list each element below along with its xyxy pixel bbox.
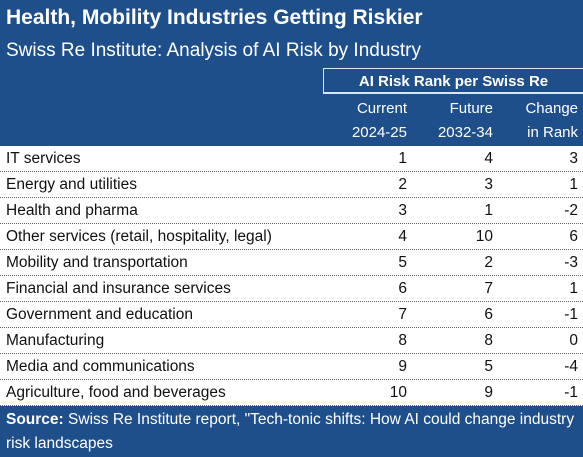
cell-value: 9 xyxy=(398,358,407,375)
table-row: Energy and utilities 2 3 1 xyxy=(0,172,583,198)
cell-value: -1 xyxy=(564,306,578,323)
row-label: Media and communications xyxy=(6,358,195,375)
cell-value: 5 xyxy=(484,358,493,375)
table-row: Agriculture, food and beverages 10 9 -1 xyxy=(0,380,583,406)
cell-value: -4 xyxy=(564,358,578,375)
cell-value: 3 xyxy=(398,202,407,219)
column-header: Future 2032-34 xyxy=(403,97,493,145)
cell-value: 1 xyxy=(484,202,493,219)
column-header: Current 2024-25 xyxy=(317,97,407,145)
cell-value: 4 xyxy=(484,150,493,167)
cell-value: 5 xyxy=(398,254,407,271)
footer: Source: Swiss Re Institute report, "Tech… xyxy=(0,406,583,457)
cell-value: 3 xyxy=(569,150,578,167)
table-row: Manufacturing 8 8 0 xyxy=(0,328,583,354)
column-header-line: Current xyxy=(356,100,407,117)
source-label: Source: xyxy=(6,411,64,428)
cell-value: 3 xyxy=(484,176,493,193)
cell-value: 4 xyxy=(398,228,407,245)
cell-value: 9 xyxy=(484,384,493,401)
column-header-line: in Rank xyxy=(527,124,578,141)
column-header-line: 2024-25 xyxy=(351,124,407,141)
cell-value: -3 xyxy=(564,254,578,271)
table-row: Other services (retail, hospitality, leg… xyxy=(0,224,583,250)
row-label: Manufacturing xyxy=(6,332,105,349)
table-row: IT services 1 4 3 xyxy=(0,146,583,172)
column-header-line: 2032-34 xyxy=(437,124,493,141)
row-label: Government and education xyxy=(6,306,193,323)
group-header: AI Risk Rank per Swiss Re xyxy=(323,68,583,94)
cell-value: 6 xyxy=(569,228,578,245)
cell-value: 7 xyxy=(484,280,493,297)
table-row: Health and pharma 3 1 -2 xyxy=(0,198,583,224)
cell-value: 1 xyxy=(398,150,407,167)
table-row: Financial and insurance services 6 7 1 xyxy=(0,276,583,302)
row-label: Energy and utilities xyxy=(6,176,137,193)
row-label: Other services (retail, hospitality, leg… xyxy=(6,228,272,245)
cell-value: 10 xyxy=(475,228,493,245)
cell-value: 6 xyxy=(398,280,407,297)
table-row: Mobility and transportation 5 2 -3 xyxy=(0,250,583,276)
cell-value: -1 xyxy=(564,384,578,401)
cell-value: 2 xyxy=(484,254,493,271)
row-label: Mobility and transportation xyxy=(6,254,188,271)
row-label: IT services xyxy=(6,150,81,167)
cell-value: 7 xyxy=(398,306,407,323)
row-label: Agriculture, food and beverages xyxy=(6,384,226,401)
column-header: Change in Rank xyxy=(488,97,578,145)
cell-value: 2 xyxy=(398,176,407,193)
cell-value: 6 xyxy=(484,306,493,323)
cell-value: -2 xyxy=(564,202,578,219)
table-row: Government and education 7 6 -1 xyxy=(0,302,583,328)
cell-value: 10 xyxy=(389,384,407,401)
row-label: Financial and insurance services xyxy=(6,280,231,297)
row-label: Health and pharma xyxy=(6,202,138,219)
column-header-line: Change xyxy=(525,100,578,117)
table-body: IT services 1 4 3 Energy and utilities 2 3 1 Hea… xyxy=(0,146,583,406)
cell-value: 1 xyxy=(569,176,578,193)
cell-value: 8 xyxy=(484,332,493,349)
title: Health, Mobility Industries Getting Risk… xyxy=(0,0,583,36)
source-text: Swiss Re Institute report, "Tech-tonic s… xyxy=(6,411,575,452)
cell-value: 1 xyxy=(569,280,578,297)
subtitle: Swiss Re Institute: Analysis of AI Risk … xyxy=(6,40,421,61)
cell-value: 0 xyxy=(569,332,578,349)
table-row: Media and communications 9 5 -4 xyxy=(0,354,583,380)
cell-value: 8 xyxy=(398,332,407,349)
column-header-line: Future xyxy=(449,100,493,117)
